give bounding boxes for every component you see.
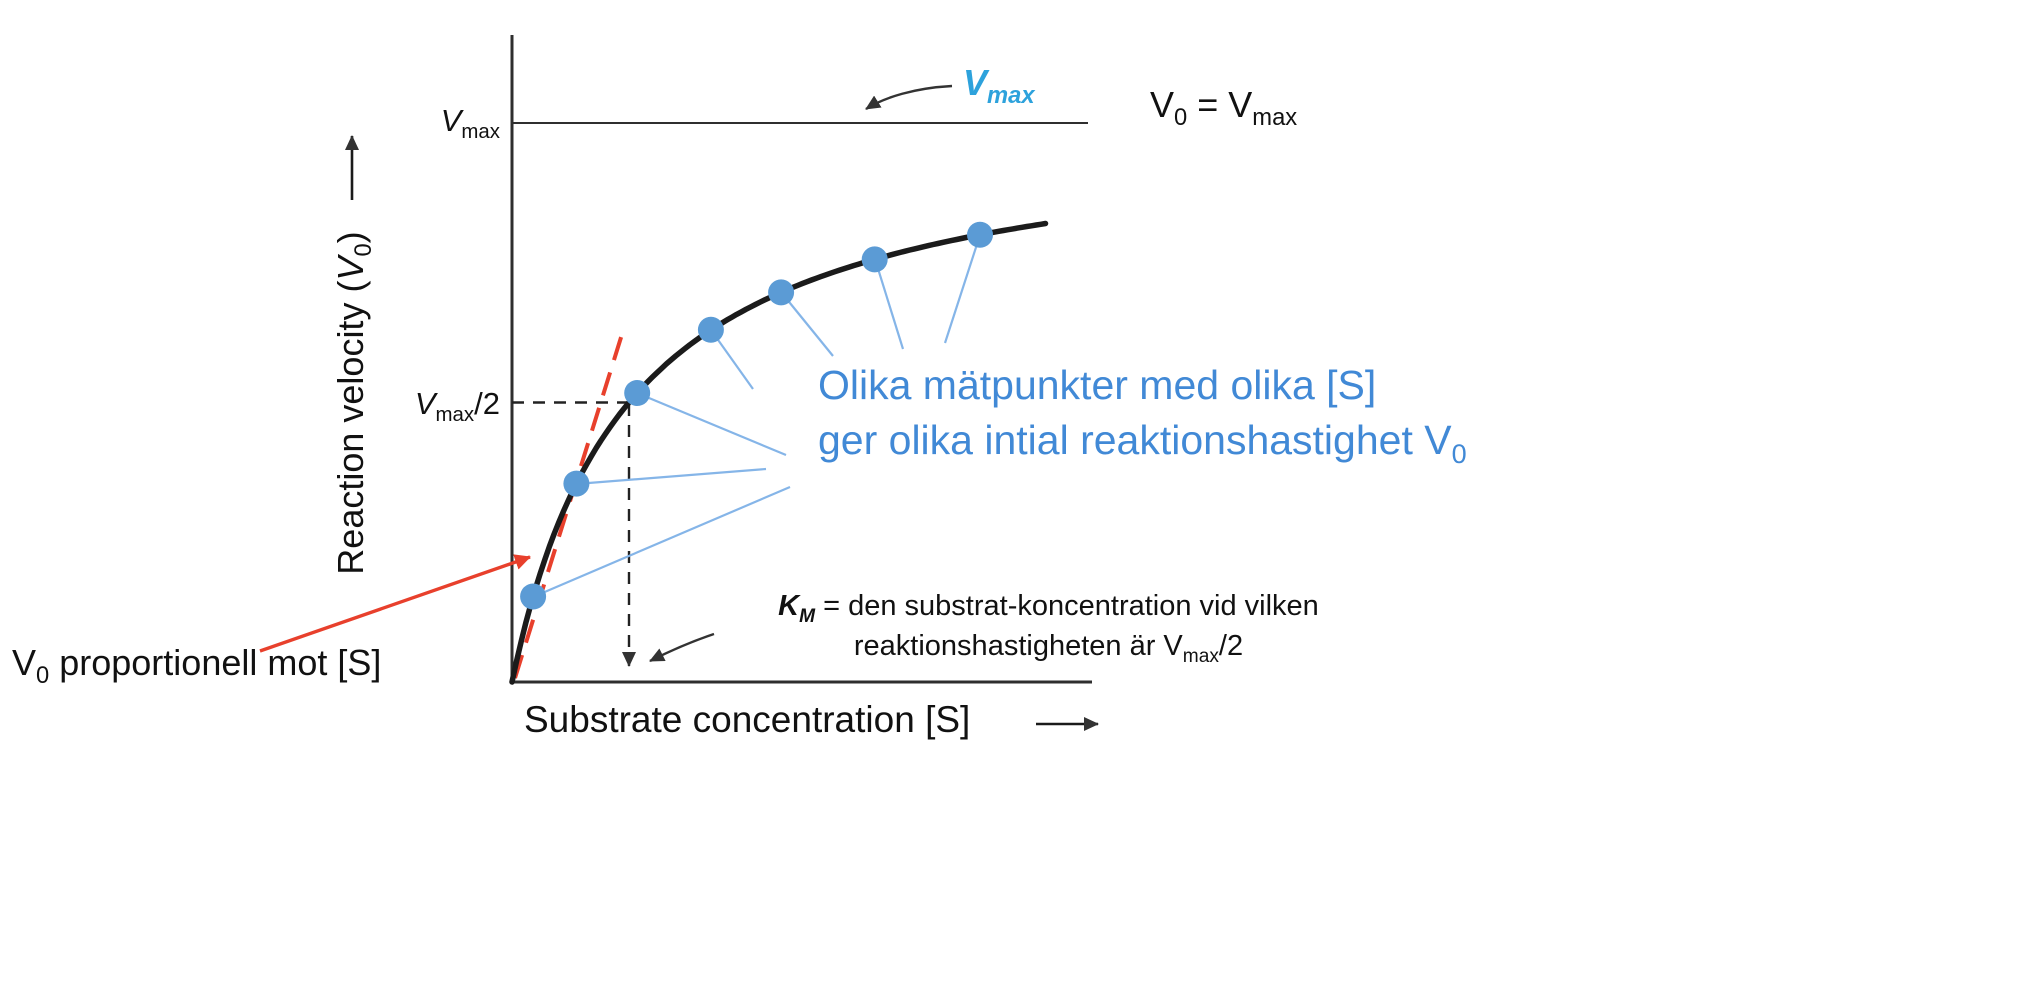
v0-eq-mid: = V <box>1187 84 1253 125</box>
v0-eq-var: V <box>1150 84 1175 125</box>
vmax-annotation: Vmax <box>963 62 1035 108</box>
data-point <box>861 246 888 273</box>
x-axis-label: Substrate concentration [S] <box>524 699 971 740</box>
measurement-note-line2-text: ger olika intial reaktionshastighet <box>818 416 1425 463</box>
km-var: K <box>778 590 800 622</box>
data-point <box>697 316 724 343</box>
connector-line <box>636 391 787 457</box>
vmax-annotation-sub: max <box>987 82 1035 110</box>
vmax-half-tick-suffix: /2 <box>474 386 500 421</box>
connector-lines <box>532 234 982 599</box>
km-line2-var: V <box>1163 630 1183 663</box>
vmax-tick-label: Vmax <box>350 103 500 142</box>
y-axis-label-sub: 0 <box>350 243 378 257</box>
km-line2-pre: reaktionshastigheten är <box>853 630 1164 663</box>
y-axis-label: Reaction velocity (V0) <box>330 183 378 623</box>
km-line2-var-sub: max <box>1182 645 1219 667</box>
v0-eq-var-sub: 0 <box>1174 104 1188 132</box>
v0-prop-rest: proportionell mot [S] <box>49 642 382 683</box>
data-point <box>624 380 651 406</box>
data-point <box>520 583 547 610</box>
vmax-tick-var: V <box>440 103 462 138</box>
vmax-half-tick-var: V <box>414 386 436 421</box>
km-var-sub: M <box>799 605 816 627</box>
connector-line <box>873 258 905 350</box>
measurement-note-line2: ger olika intial reaktionshastighet V0 <box>818 413 1467 468</box>
vmax-half-tick-sub: max <box>435 403 475 427</box>
data-points-group <box>520 221 993 610</box>
tangent-dashed-line <box>513 330 625 679</box>
y-axis-label-var: V <box>330 256 371 281</box>
y-axis-label-text: Reaction velocity ( <box>330 280 371 575</box>
vmax-annotation-var: V <box>963 62 988 103</box>
v0-proportional-label: V0 proportionell mot [S] <box>12 642 382 688</box>
km-pointer-arrow <box>649 632 715 663</box>
data-point <box>967 221 993 248</box>
v0-prop-var: V <box>12 642 37 683</box>
vmax-pointer-arrow <box>865 84 953 111</box>
v0-proportional-arrow <box>259 554 531 653</box>
km-line2-suffix: /2 <box>1218 630 1244 663</box>
km-line1-rest: = den substrat-koncentration vid vilken <box>815 590 1319 622</box>
connector-line <box>532 485 791 599</box>
connector-line <box>575 467 767 486</box>
v0-eq-sub: max <box>1252 104 1298 132</box>
data-point <box>768 279 795 306</box>
data-point <box>563 470 590 497</box>
v0-equals-vmax-label: V0 = Vmax <box>1150 84 1297 130</box>
measurement-note-line2-var: V <box>1424 416 1452 463</box>
km-definition-line2: reaktionshastigheten är Vmax/2 <box>726 626 1371 666</box>
measurement-note-line2-sub: 0 <box>1451 438 1467 469</box>
vmax-tick-sub: max <box>461 120 500 144</box>
connector-line <box>943 234 982 344</box>
measurement-note-line1: Olika mätpunkter med olika [S] <box>818 362 1377 408</box>
connector-line <box>780 291 834 357</box>
v0-prop-var-sub: 0 <box>36 662 50 690</box>
measurement-note: Olika mätpunkter med olika [S] ger olika… <box>818 358 1467 467</box>
km-definition: KM = den substrat-koncentration vid vilk… <box>726 586 1371 666</box>
km-definition-line1: KM = den substrat-koncentration vid vilk… <box>726 586 1371 626</box>
vmax-half-tick-label: Vmax/2 <box>348 386 500 425</box>
y-axis-label-close: ) <box>330 231 371 244</box>
